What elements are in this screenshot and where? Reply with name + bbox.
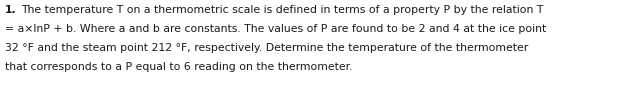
Text: that corresponds to a P equal to 6 reading on the thermometer.: that corresponds to a P equal to 6 readi… [5,62,353,72]
Text: = a×lnP + b. Where a and b are constants. The values of P are found to be 2 and : = a×lnP + b. Where a and b are constants… [5,24,546,34]
Text: 32 °F and the steam point 212 °F, respectively. Determine the temperature of the: 32 °F and the steam point 212 °F, respec… [5,43,528,53]
Text: 1.: 1. [5,5,17,15]
Text: The temperature T on a thermometric scale is defined in terms of a property P by: The temperature T on a thermometric scal… [21,5,544,15]
